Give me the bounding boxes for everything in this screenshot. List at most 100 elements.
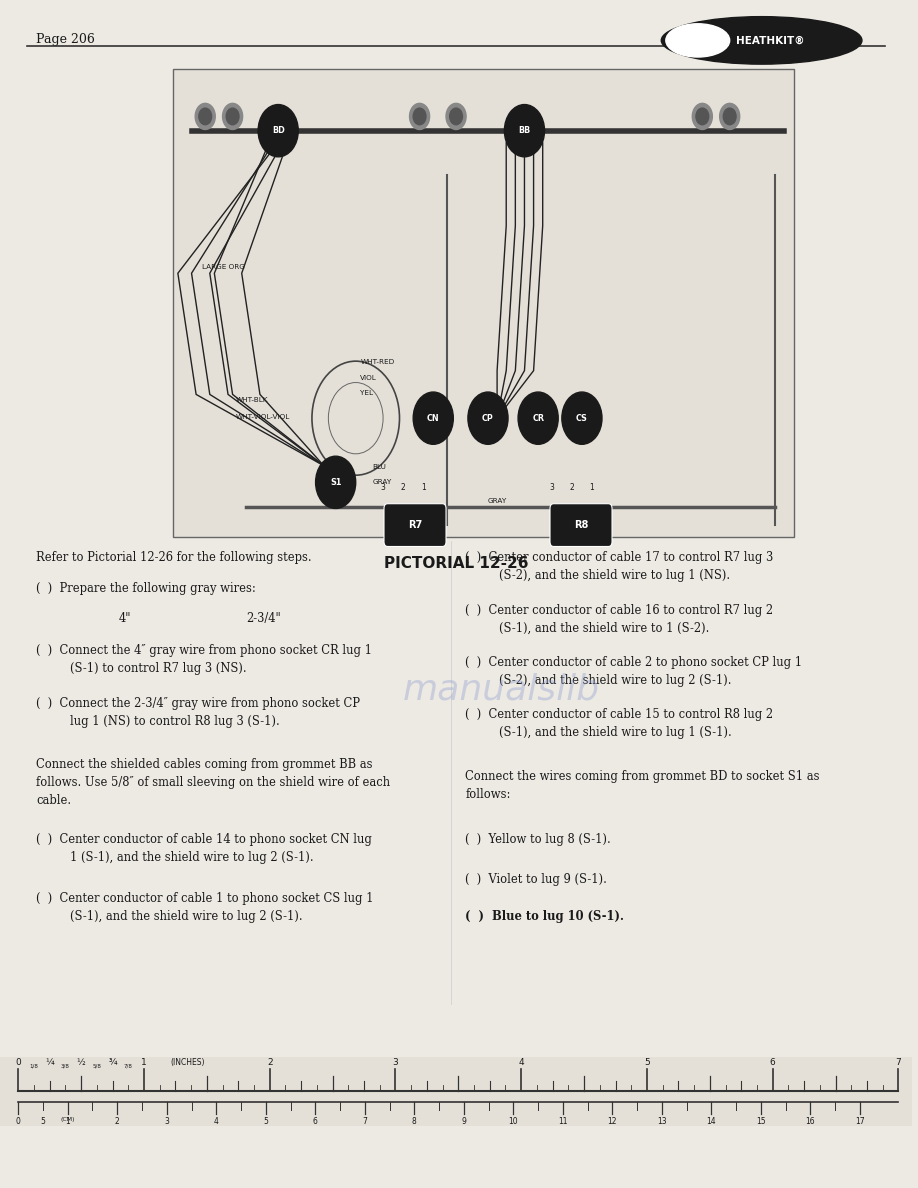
Text: (S-1), and the shield wire to lug 2 (S-1).: (S-1), and the shield wire to lug 2 (S-1…	[71, 910, 303, 923]
Text: BD: BD	[272, 126, 285, 135]
Text: CS: CS	[576, 413, 588, 423]
Text: PICTORIAL 12-26: PICTORIAL 12-26	[384, 556, 528, 571]
Text: GRAY: GRAY	[372, 479, 391, 486]
Text: 2: 2	[401, 482, 406, 492]
Text: R8: R8	[574, 520, 588, 530]
Text: (  )  Connect the 2-3/4″ gray wire from phono socket CP: ( ) Connect the 2-3/4″ gray wire from ph…	[37, 697, 361, 710]
Text: 5: 5	[263, 1117, 268, 1126]
Circle shape	[720, 103, 740, 129]
Text: 7: 7	[363, 1117, 367, 1126]
Text: BLU: BLU	[372, 463, 386, 470]
Text: 1/8: 1/8	[29, 1063, 39, 1068]
Ellipse shape	[666, 24, 730, 57]
Circle shape	[504, 105, 544, 157]
Text: Connect the wires coming from grommet BD to socket S1 as: Connect the wires coming from grommet BD…	[465, 770, 820, 783]
Text: 3: 3	[381, 482, 386, 492]
Circle shape	[196, 103, 215, 129]
Text: HEATHKIT®: HEATHKIT®	[736, 36, 805, 45]
Circle shape	[413, 108, 426, 125]
Text: 3: 3	[549, 482, 554, 492]
Text: (S-2), and the shield wire to lug 1 (NS).: (S-2), and the shield wire to lug 1 (NS)…	[498, 569, 730, 582]
Text: 1 (S-1), and the shield wire to lug 2 (S-1).: 1 (S-1), and the shield wire to lug 2 (S…	[71, 851, 314, 864]
FancyBboxPatch shape	[384, 504, 446, 546]
Text: 1: 1	[141, 1057, 147, 1067]
Circle shape	[199, 108, 212, 125]
Text: (  )  Connect the 4″ gray wire from phono socket CR lug 1: ( ) Connect the 4″ gray wire from phono …	[37, 644, 373, 657]
Text: 1: 1	[420, 482, 426, 492]
Text: (  )  Center conductor of cable 16 to control R7 lug 2: ( ) Center conductor of cable 16 to cont…	[465, 604, 773, 617]
Text: 0: 0	[16, 1057, 21, 1067]
Text: 2: 2	[267, 1057, 273, 1067]
Text: LARGE ORG: LARGE ORG	[203, 264, 245, 271]
Circle shape	[696, 108, 709, 125]
Text: CN: CN	[427, 413, 440, 423]
Circle shape	[723, 108, 736, 125]
Text: manualslib: manualslib	[403, 672, 600, 706]
Text: 6: 6	[313, 1117, 318, 1126]
Circle shape	[413, 392, 453, 444]
Text: (  )  Center conductor of cable 17 to control R7 lug 3: ( ) Center conductor of cable 17 to cont…	[465, 551, 774, 564]
Text: WHT-RED: WHT-RED	[360, 359, 395, 366]
Text: 8: 8	[412, 1117, 417, 1126]
Text: 2-3/4": 2-3/4"	[246, 612, 281, 625]
Text: ¼: ¼	[45, 1057, 54, 1067]
Text: WHT-VIOL-VIOL: WHT-VIOL-VIOL	[235, 413, 289, 421]
Text: Connect the shielded cables coming from grommet BB as: Connect the shielded cables coming from …	[37, 758, 373, 771]
Text: 4: 4	[214, 1117, 218, 1126]
Text: 7: 7	[896, 1057, 901, 1067]
Circle shape	[446, 103, 466, 129]
Text: lug 1 (NS) to control R8 lug 3 (S-1).: lug 1 (NS) to control R8 lug 3 (S-1).	[71, 715, 280, 728]
Text: 1: 1	[65, 1117, 70, 1126]
Text: 5/8: 5/8	[93, 1063, 101, 1068]
Text: ½: ½	[77, 1057, 85, 1067]
Text: 1: 1	[589, 482, 594, 492]
Circle shape	[692, 103, 712, 129]
Text: BB: BB	[519, 126, 531, 135]
Text: S1: S1	[330, 478, 341, 487]
Text: 2: 2	[115, 1117, 119, 1126]
Text: 7/8: 7/8	[124, 1063, 133, 1068]
Text: GRAY: GRAY	[488, 498, 508, 505]
Text: (  )  Blue to lug 10 (S-1).: ( ) Blue to lug 10 (S-1).	[465, 910, 624, 923]
Circle shape	[518, 392, 558, 444]
Text: (S-1), and the shield wire to lug 1 (S-1).: (S-1), and the shield wire to lug 1 (S-1…	[498, 726, 732, 739]
Text: 10: 10	[509, 1117, 518, 1126]
Text: 14: 14	[707, 1117, 716, 1126]
Circle shape	[226, 108, 239, 125]
Text: (  )  Center conductor of cable 14 to phono socket CN lug: ( ) Center conductor of cable 14 to phon…	[37, 833, 373, 846]
Circle shape	[450, 108, 463, 125]
Text: 6: 6	[770, 1057, 776, 1067]
Text: 3: 3	[164, 1117, 169, 1126]
Text: 17: 17	[855, 1117, 865, 1126]
Text: (  )  Center conductor of cable 15 to control R8 lug 2: ( ) Center conductor of cable 15 to cont…	[465, 708, 773, 721]
Text: 15: 15	[756, 1117, 766, 1126]
Text: CP: CP	[482, 413, 494, 423]
Text: 5: 5	[644, 1057, 650, 1067]
Text: 5: 5	[40, 1117, 45, 1126]
Ellipse shape	[661, 17, 862, 64]
Text: (  )  Prepare the following gray wires:: ( ) Prepare the following gray wires:	[37, 582, 256, 595]
Text: (  )  Center conductor of cable 2 to phono socket CP lug 1: ( ) Center conductor of cable 2 to phono…	[465, 656, 802, 669]
Text: Refer to Pictorial 12-26 for the following steps.: Refer to Pictorial 12-26 for the followi…	[37, 551, 312, 564]
Text: follows. Use 5/8″ of small sleeving on the shield wire of each: follows. Use 5/8″ of small sleeving on t…	[37, 776, 391, 789]
Text: 4: 4	[519, 1057, 524, 1067]
Circle shape	[562, 392, 602, 444]
Circle shape	[222, 103, 242, 129]
Text: CR: CR	[532, 413, 544, 423]
Text: 4": 4"	[118, 612, 131, 625]
Text: VIOL: VIOL	[360, 374, 377, 381]
FancyBboxPatch shape	[174, 69, 793, 537]
Text: (S-1), and the shield wire to 1 (S-2).: (S-1), and the shield wire to 1 (S-2).	[498, 621, 710, 634]
Text: follows:: follows:	[465, 788, 510, 801]
Text: (S-1) to control R7 lug 3 (NS).: (S-1) to control R7 lug 3 (NS).	[71, 662, 247, 675]
FancyBboxPatch shape	[550, 504, 612, 546]
Text: (INCHES): (INCHES)	[171, 1057, 206, 1067]
Text: (S-2), and the shield wire to lug 2 (S-1).: (S-2), and the shield wire to lug 2 (S-1…	[498, 674, 732, 687]
Circle shape	[468, 392, 508, 444]
Text: 11: 11	[558, 1117, 567, 1126]
Text: YEL: YEL	[360, 390, 374, 397]
Circle shape	[316, 456, 355, 508]
Text: 3: 3	[393, 1057, 398, 1067]
Text: 13: 13	[657, 1117, 666, 1126]
Circle shape	[258, 105, 298, 157]
